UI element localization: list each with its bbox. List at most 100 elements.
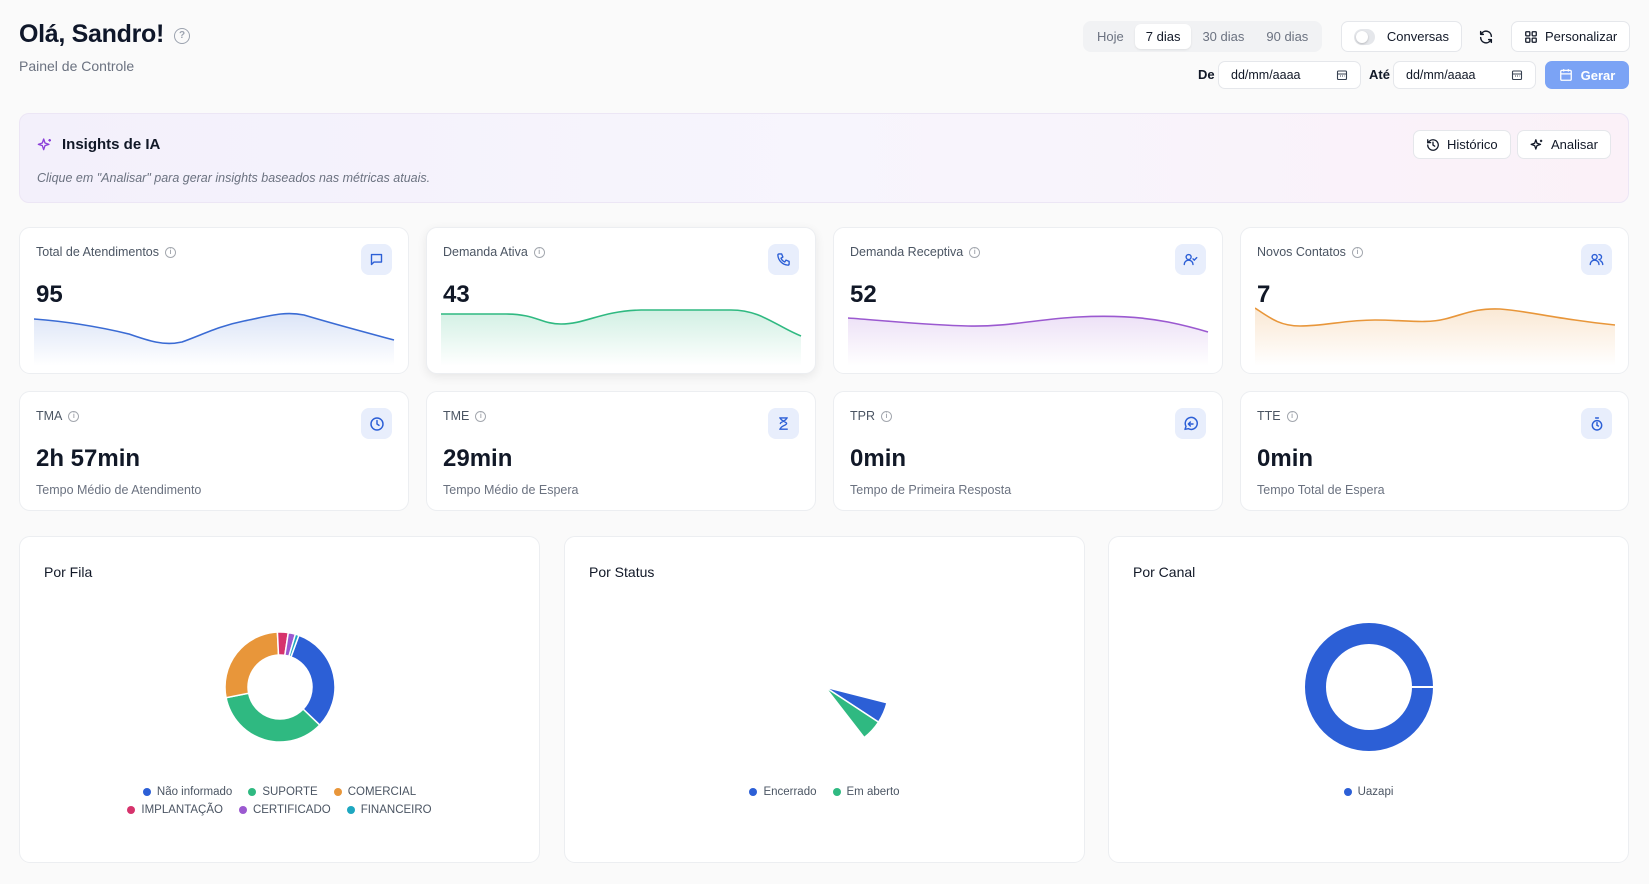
metric-label-text: TPR bbox=[850, 409, 875, 423]
metric-label-text: TME bbox=[443, 409, 470, 423]
legend-label: Em aberto bbox=[846, 786, 900, 798]
info-icon[interactable]: i bbox=[165, 246, 176, 258]
legend-label: CERTIFICADO bbox=[252, 804, 331, 816]
info-icon[interactable]: i bbox=[533, 246, 545, 258]
chart-slice-suporte[interactable] bbox=[225, 692, 321, 743]
insights-title-text: Insights de IA bbox=[62, 136, 161, 153]
historico-button[interactable]: Histórico bbox=[1413, 130, 1511, 159]
metric-label-text: TMA bbox=[36, 409, 63, 423]
calendar-icon[interactable] bbox=[1511, 69, 1523, 81]
metric-label-text: Novos Contatos bbox=[1257, 245, 1346, 259]
calendar-icon[interactable] bbox=[1336, 69, 1348, 81]
metric-label: TPR i bbox=[850, 409, 892, 423]
period-today[interactable]: Hoje bbox=[1097, 29, 1124, 44]
metric-description: Tempo de Primeira Resposta bbox=[850, 483, 1012, 497]
sparkline-receptiva bbox=[848, 315, 1209, 366]
page-subtitle: Painel de Controle bbox=[19, 58, 135, 74]
legend-dot bbox=[832, 788, 841, 796]
chart-card-canal: Por Canal Uazapi bbox=[1108, 536, 1629, 863]
chart-slice-em-aberto[interactable] bbox=[824, 686, 880, 739]
legend-dot bbox=[749, 788, 758, 796]
legend-item[interactable]: Em aberto bbox=[832, 786, 900, 798]
period-7-days[interactable]: 7 dias bbox=[1134, 24, 1192, 49]
personalizar-label: Personalizar bbox=[1545, 29, 1618, 44]
legend-item[interactable]: Não informado bbox=[142, 786, 233, 798]
metric-label: Demanda Receptiva i bbox=[850, 245, 981, 259]
chart-slice-não-informado[interactable] bbox=[290, 634, 336, 727]
metric-value: 95 bbox=[36, 281, 63, 308]
chart-slice-financeiro[interactable] bbox=[288, 633, 300, 658]
metric-card-ativa[interactable]: Demanda Ativa i 43 bbox=[426, 227, 816, 374]
gerar-button[interactable]: Gerar bbox=[1545, 61, 1629, 89]
donut-chart-canal bbox=[1305, 623, 1434, 751]
period-selector: Hoje 7 dias 30 dias 90 dias bbox=[1083, 21, 1323, 52]
sparkles-icon bbox=[1530, 138, 1543, 150]
clock-icon bbox=[361, 408, 392, 439]
legend-item[interactable]: SUPORTE bbox=[248, 786, 318, 798]
info-icon[interactable]: i bbox=[475, 410, 487, 422]
legend-item[interactable]: Uazapi bbox=[1343, 786, 1394, 798]
refresh-button[interactable] bbox=[1470, 21, 1501, 52]
metric-label: Novos Contatos i bbox=[1257, 245, 1363, 259]
info-icon[interactable]: i bbox=[969, 246, 981, 258]
from-label: De bbox=[1198, 67, 1215, 82]
message-reply-icon bbox=[1175, 408, 1206, 439]
analisar-button[interactable]: Analisar bbox=[1517, 130, 1611, 159]
insights-hint: Clique em "Analisar" para gerar insights… bbox=[37, 171, 431, 185]
chart-legend: Uazapi bbox=[1109, 786, 1628, 798]
metric-card-total[interactable]: Total de Atendimentos i 95 bbox=[19, 227, 409, 374]
metric-card-receptiva[interactable]: Demanda Receptiva i 52 bbox=[833, 227, 1223, 374]
time-card-tte[interactable]: TTE i 0min Tempo Total de Espera bbox=[1240, 391, 1629, 511]
period-30-days[interactable]: 30 dias bbox=[1202, 29, 1245, 44]
metric-label: Demanda Ativa i bbox=[443, 245, 545, 259]
time-card-tme[interactable]: TME i 29min Tempo Médio de Espera bbox=[426, 391, 816, 511]
legend-label: COMERCIAL bbox=[347, 786, 417, 798]
metric-card-novos[interactable]: Novos Contatos i 7 bbox=[1240, 227, 1629, 374]
legend-item[interactable]: COMERCIAL bbox=[333, 786, 417, 798]
sparkles-icon bbox=[37, 137, 51, 150]
legend-label: SUPORTE bbox=[262, 786, 318, 798]
legend-dot bbox=[333, 788, 342, 796]
time-card-tpr[interactable]: TPR i 0min Tempo de Primeira Resposta bbox=[833, 391, 1223, 511]
sparkline-ativa bbox=[441, 309, 802, 366]
info-icon[interactable]: i bbox=[1351, 246, 1363, 258]
metric-label-text: TTE bbox=[1257, 409, 1281, 423]
legend-label: Uazapi bbox=[1357, 786, 1394, 798]
chart-slice-comercial[interactable] bbox=[224, 631, 280, 699]
to-date-input[interactable]: dd/mm/aaaa bbox=[1393, 61, 1536, 89]
metric-value: 29min bbox=[443, 445, 513, 472]
metric-value: 52 bbox=[850, 281, 877, 308]
legend-item[interactable]: FINANCEIRO bbox=[346, 804, 432, 816]
info-icon[interactable]: i bbox=[68, 410, 80, 422]
legend-label: Não informado bbox=[156, 786, 233, 798]
chart-card-status: Por Status Encerrado Em aberto bbox=[564, 536, 1085, 863]
time-card-tma[interactable]: TMA i 2h 57min Tempo Médio de Atendimento bbox=[19, 391, 409, 511]
legend-item[interactable]: Encerrado bbox=[749, 786, 817, 798]
chart-title: Por Canal bbox=[1133, 564, 1196, 580]
history-icon bbox=[1427, 138, 1439, 151]
conversas-label: Conversas bbox=[1386, 29, 1449, 44]
legend-item[interactable]: CERTIFICADO bbox=[238, 804, 331, 816]
from-date-placeholder: dd/mm/aaaa bbox=[1231, 68, 1301, 82]
donut-chart-fila bbox=[224, 631, 336, 743]
metric-description: Tempo Total de Espera bbox=[1257, 483, 1385, 497]
metric-label-text: Demanda Receptiva bbox=[850, 245, 964, 259]
conversas-toggle[interactable]: Conversas bbox=[1341, 21, 1462, 52]
legend-dot bbox=[238, 806, 247, 814]
toggle-switch[interactable] bbox=[1354, 28, 1375, 45]
metric-description: Tempo Médio de Atendimento bbox=[36, 483, 202, 497]
legend-item[interactable]: IMPLANTAÇÃO bbox=[127, 804, 223, 816]
phone-icon bbox=[768, 244, 799, 275]
to-label: Até bbox=[1369, 67, 1390, 82]
metric-label: TMA i bbox=[36, 409, 80, 423]
personalizar-button[interactable]: Personalizar bbox=[1511, 21, 1631, 52]
info-icon[interactable]: i bbox=[881, 410, 892, 422]
info-icon[interactable]: i bbox=[1286, 410, 1298, 422]
to-date-placeholder: dd/mm/aaaa bbox=[1406, 68, 1476, 82]
chart-slice-uazapi[interactable] bbox=[1305, 623, 1433, 751]
pie-chart-status bbox=[824, 686, 888, 739]
from-date-input[interactable]: dd/mm/aaaa bbox=[1218, 61, 1361, 89]
period-90-days[interactable]: 90 dias bbox=[1266, 29, 1309, 44]
timer-icon bbox=[1581, 408, 1612, 439]
help-icon[interactable]: ? bbox=[174, 27, 191, 44]
